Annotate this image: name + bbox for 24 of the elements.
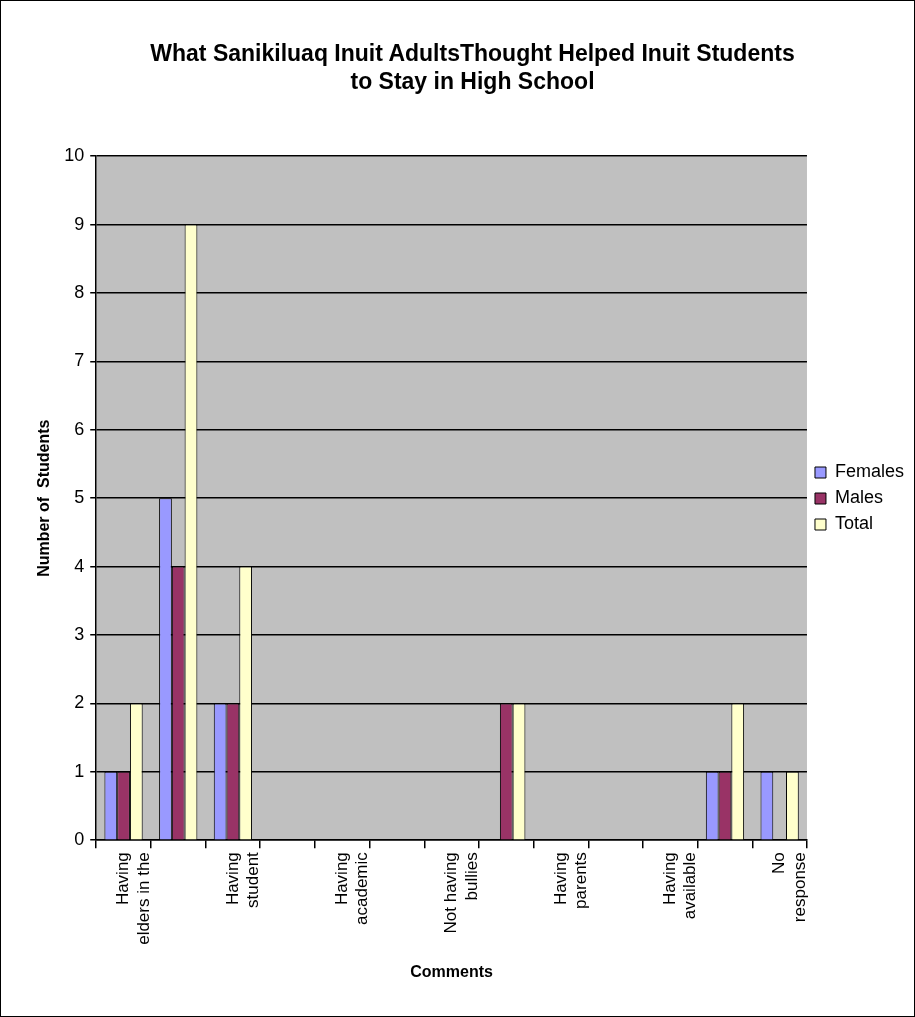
y-tick-label: 6 bbox=[74, 418, 85, 439]
y-tick-label: 10 bbox=[64, 145, 85, 166]
y-tick-label: 0 bbox=[74, 829, 85, 850]
y-tick-label: 5 bbox=[74, 487, 85, 508]
y-tick-label: 9 bbox=[74, 213, 85, 234]
legend-label: Total bbox=[834, 513, 874, 534]
y-tick-label: 8 bbox=[74, 281, 85, 302]
y-tick-label: 2 bbox=[74, 692, 85, 713]
y-tick-label: 4 bbox=[74, 555, 85, 576]
x-tick-label: Having parents bbox=[550, 852, 591, 909]
x-axis-title: Comments bbox=[410, 962, 494, 980]
chart-title: What Sanikiluaq Inuit AdultsThought Helped Inuit Students to Stay in High School bbox=[150, 40, 795, 94]
y-tick-label: 7 bbox=[74, 350, 85, 371]
y-axis-title: Number of Students bbox=[35, 419, 53, 577]
legend-label: Males bbox=[834, 487, 883, 508]
y-tick-label: 3 bbox=[74, 623, 85, 644]
x-tick-label: Having available bbox=[659, 852, 700, 920]
x-tick-label: Having student bbox=[222, 851, 262, 908]
x-tick-label: Not having bullies bbox=[441, 852, 481, 934]
x-tick-label: No response bbox=[769, 852, 809, 923]
legend-label: Females bbox=[834, 461, 905, 482]
y-tick-label: 1 bbox=[74, 760, 85, 781]
x-tick-label: Having elders in the bbox=[113, 852, 153, 945]
x-tick-label: Having academic bbox=[331, 851, 372, 925]
